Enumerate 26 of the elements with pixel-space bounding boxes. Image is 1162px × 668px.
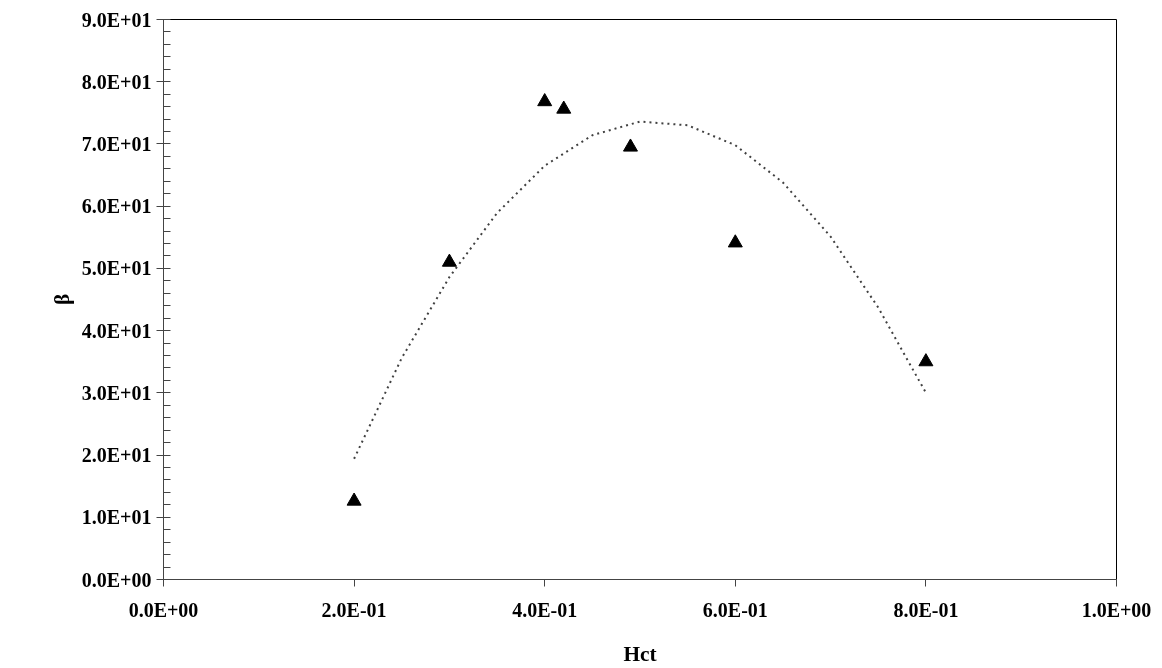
point bbox=[622, 138, 638, 152]
y-tick-label: 6.0E+01 bbox=[81, 195, 152, 218]
point bbox=[537, 93, 553, 107]
x-tick-label: 1.0E+00 bbox=[1081, 598, 1152, 621]
y-tick-label: 7.0E+01 bbox=[81, 132, 152, 155]
x-tick-label: 6.0E-01 bbox=[702, 598, 768, 621]
y-tick-label: 4.0E+01 bbox=[81, 319, 152, 342]
point bbox=[441, 253, 457, 267]
y-tick-label: 8.0E+01 bbox=[81, 70, 152, 93]
y-tick-label: 1.0E+01 bbox=[81, 506, 152, 529]
y-tick-label: 9.0E+01 bbox=[81, 8, 152, 31]
line-series bbox=[353, 120, 927, 460]
x-tick-label: 2.0E-01 bbox=[321, 598, 387, 621]
y-tick-label: 2.0E+01 bbox=[81, 444, 152, 467]
y-tick-label: 3.0E+01 bbox=[81, 381, 152, 404]
x-tick-label: 8.0E-01 bbox=[893, 598, 959, 621]
point bbox=[346, 492, 362, 506]
y-tick-label: 5.0E+01 bbox=[81, 257, 152, 280]
y-axis-title: β bbox=[49, 293, 74, 306]
x-tick-label: 4.0E-01 bbox=[512, 598, 578, 621]
y-tick-label: 0.0E+00 bbox=[81, 568, 152, 591]
point bbox=[727, 234, 743, 248]
point bbox=[918, 353, 934, 367]
x-tick-label: 0.0E+00 bbox=[128, 598, 199, 621]
point bbox=[556, 100, 572, 114]
x-axis-title: Hct bbox=[623, 641, 658, 666]
